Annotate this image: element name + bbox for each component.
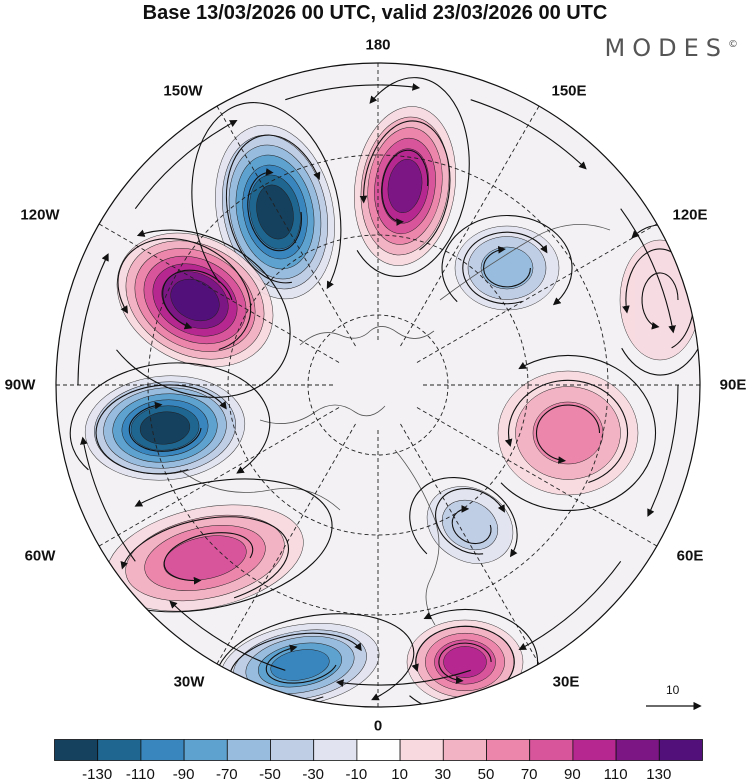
anomaly-contour: [444, 646, 487, 677]
lon-label-150e: 150E: [551, 83, 586, 100]
polar-map: [0, 0, 750, 783]
colorbar-box: [616, 740, 659, 761]
colorbar-tick-label: -50: [259, 766, 281, 783]
lon-label-30e: 30E: [553, 674, 580, 691]
colorbar-tick-label: -130: [82, 766, 112, 783]
colorbar-box: [530, 740, 573, 761]
colorbar-box: [573, 740, 616, 761]
colorbar-box: [55, 740, 98, 761]
colorbar-tick-label: -30: [302, 766, 324, 783]
colorbar-tick-label: 90: [564, 766, 581, 783]
colorbar-tick-label: -70: [216, 766, 238, 783]
colorbar-box: [98, 740, 141, 761]
colorbar-tick-label: -10: [346, 766, 368, 783]
anomaly-contour: [533, 402, 603, 464]
colorbar-tick-label: 130: [646, 766, 671, 783]
colorbar-box: [400, 740, 443, 761]
reference-vector-label: 10: [666, 683, 679, 697]
lon-label-60e: 60E: [677, 548, 704, 565]
colorbar-box: [227, 740, 270, 761]
anomaly-contour: [481, 247, 533, 289]
colorbar-box: [141, 740, 184, 761]
colorbar: [54, 739, 704, 761]
lon-label-180: 180: [365, 37, 390, 54]
colorbar-tick-label: 50: [478, 766, 495, 783]
colorbar-box: [659, 740, 702, 761]
colorbar-tick-label: -90: [173, 766, 195, 783]
colorbar-tick-label: 30: [434, 766, 451, 783]
lon-label-150w: 150W: [163, 83, 202, 100]
colorbar-box: [443, 740, 486, 761]
colorbar-box: [487, 740, 530, 761]
colorbar-box: [314, 740, 357, 761]
colorbar-tick-label: -110: [126, 766, 155, 783]
colorbar-tick-label: 10: [391, 766, 408, 783]
colorbar-box: [184, 740, 227, 761]
lon-label-0: 0: [374, 718, 382, 735]
colorbar-box: [357, 740, 400, 761]
lon-label-30w: 30W: [174, 674, 205, 691]
lon-label-90w: 90W: [5, 377, 36, 394]
colorbar-tick-label: 110: [604, 766, 628, 783]
lon-label-90e: 90E: [720, 377, 747, 394]
lon-label-120w: 120W: [20, 207, 59, 224]
lon-label-60w: 60W: [25, 548, 56, 565]
lon-label-120e: 120E: [672, 207, 707, 224]
colorbar-box: [271, 740, 314, 761]
colorbar-tick-label: 70: [521, 766, 538, 783]
